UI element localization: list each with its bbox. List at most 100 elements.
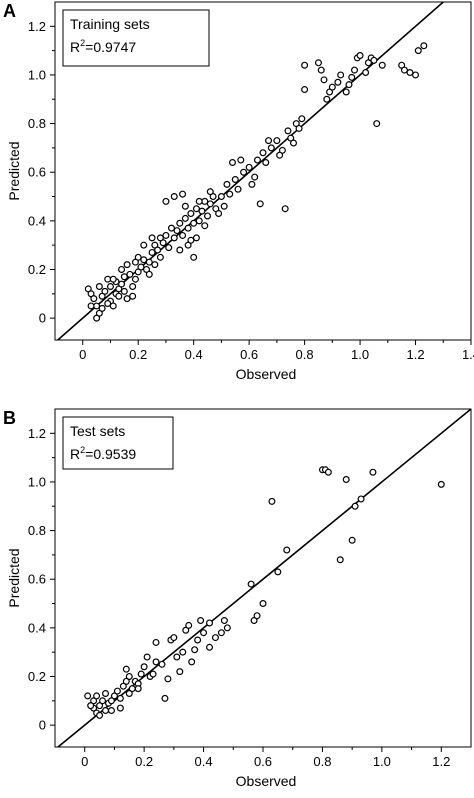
data-point: [362, 69, 370, 77]
data-points: [84, 42, 428, 322]
data-point: [187, 210, 195, 218]
data-point: [87, 702, 95, 710]
y-axis-title: Predicted: [6, 548, 22, 607]
data-point: [256, 200, 264, 208]
data-point: [197, 617, 205, 625]
data-point: [273, 137, 281, 145]
fit-line: [56, 409, 471, 747]
data-point: [107, 697, 115, 705]
y-tick-label: 0.8: [28, 523, 46, 538]
data-point: [295, 124, 303, 132]
data-point: [274, 568, 282, 576]
data-point: [276, 151, 284, 159]
data-point: [378, 61, 386, 69]
panel-letter: B: [3, 408, 16, 428]
data-point: [290, 139, 298, 147]
data-point: [182, 626, 190, 634]
y-tick-label: 1.2: [28, 426, 46, 441]
x-axis-title: Observed: [236, 773, 297, 789]
data-point: [84, 692, 92, 700]
data-point: [334, 78, 342, 86]
data-point: [122, 677, 130, 685]
data-point: [356, 51, 364, 59]
data-point: [190, 219, 198, 227]
data-point: [283, 546, 291, 554]
data-point: [93, 314, 101, 322]
data-point: [125, 690, 133, 698]
data-point: [301, 86, 309, 94]
data-point: [151, 261, 159, 269]
legend-title: Test sets: [70, 423, 125, 439]
data-point: [179, 648, 187, 656]
data-point: [134, 685, 142, 693]
data-point: [412, 71, 420, 79]
data-point: [148, 234, 156, 242]
data-point: [373, 120, 381, 128]
data-point: [143, 653, 151, 661]
data-point: [215, 210, 223, 218]
y-tick-label: 1.0: [28, 67, 46, 82]
data-point: [351, 66, 359, 74]
data-point: [126, 270, 134, 278]
data-point: [206, 200, 214, 208]
y-tick-label: 0.4: [28, 620, 46, 635]
y-tick-label: 0: [39, 718, 46, 733]
y-tick-label: 0: [39, 311, 46, 326]
data-point: [351, 502, 359, 510]
data-point: [90, 295, 98, 303]
data-point: [184, 224, 192, 232]
data-point: [122, 665, 130, 673]
data-point: [87, 302, 95, 310]
data-point: [191, 646, 199, 654]
data-point: [93, 692, 101, 700]
data-point: [248, 180, 256, 188]
data-point: [167, 224, 175, 232]
data-point: [369, 468, 377, 476]
data-point: [137, 670, 145, 678]
data-point: [192, 205, 200, 213]
data-point: [348, 536, 356, 544]
data-point: [268, 497, 276, 505]
data-point: [115, 292, 123, 300]
data-point: [170, 193, 178, 201]
panel-letter: A: [3, 1, 16, 21]
data-point: [194, 636, 202, 644]
data-point: [170, 234, 178, 242]
data-point: [237, 156, 245, 164]
chart-panel-a: A 0 0.2 0.4 0.6 0.8 1.0 1.2 1.4 0 0.2 0.4 0.6 0.8 1.0 1…: [3, 1, 474, 382]
y-tick-label: 0.8: [28, 116, 46, 131]
data-point: [118, 265, 126, 273]
data-point: [342, 88, 350, 96]
data-point: [102, 690, 110, 698]
data-point: [200, 629, 208, 637]
data-point: [161, 694, 169, 702]
data-point: [206, 619, 214, 627]
data-point: [187, 236, 195, 244]
data-point: [173, 653, 181, 661]
data-point: [109, 275, 117, 283]
data-point: [317, 66, 325, 74]
data-point: [324, 468, 332, 476]
data-point: [437, 480, 445, 488]
data-point: [131, 275, 139, 283]
data-point: [328, 83, 336, 91]
y-tick-label: 0.6: [28, 165, 46, 180]
data-point: [400, 66, 408, 74]
data-point: [99, 697, 107, 705]
fit-line: [56, 2, 445, 340]
data-point: [140, 241, 148, 249]
data-point: [301, 61, 309, 69]
data-point: [323, 95, 331, 103]
data-point: [314, 59, 322, 67]
data-point: [176, 246, 184, 254]
x-tick-label: 1.0: [373, 754, 391, 769]
data-point: [281, 205, 289, 213]
data-point: [120, 273, 128, 281]
y-tick-label: 0.2: [28, 669, 46, 684]
x-tick-label: 0.6: [240, 347, 258, 362]
data-point: [106, 283, 114, 291]
data-point: [176, 219, 184, 227]
r-exponent: 2: [80, 445, 85, 455]
data-point: [195, 217, 203, 225]
data-point: [156, 253, 164, 261]
